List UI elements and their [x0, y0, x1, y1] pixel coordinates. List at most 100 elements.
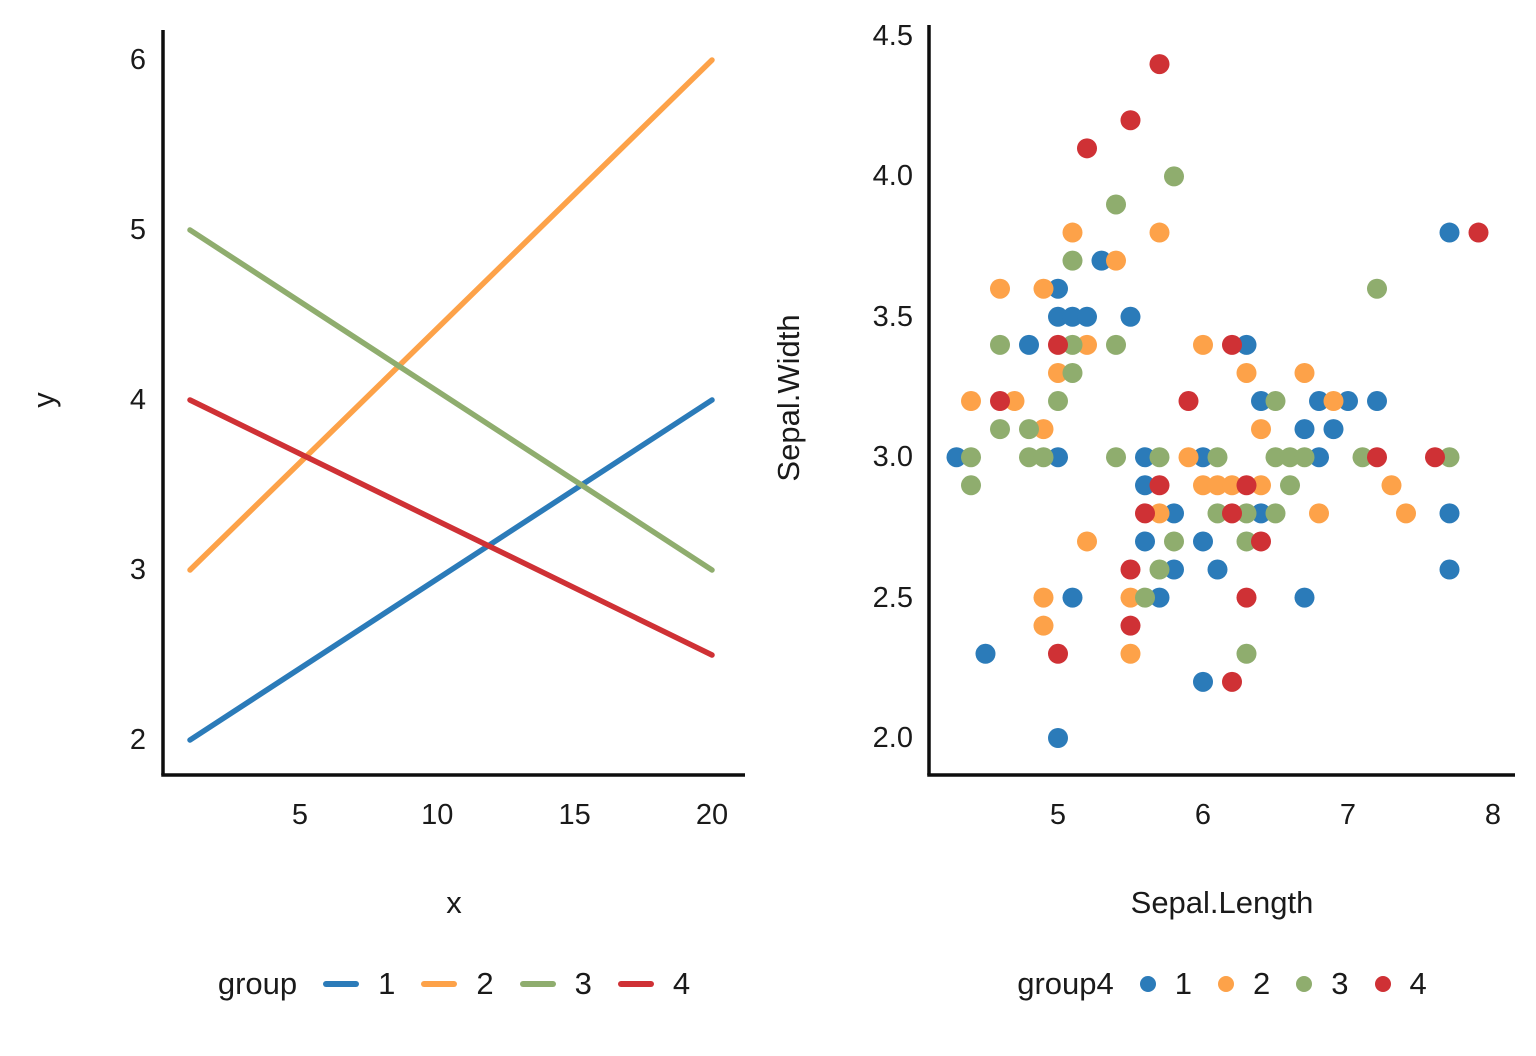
line-chart-legend-label-3: 3 [574, 966, 592, 1001]
line-chart-legend-item-3: 3 [519, 966, 592, 1002]
line-chart-legend-line-swatch-1 [323, 981, 360, 987]
scatter-chart-scatter-point-group-3 [1236, 643, 1257, 664]
scatter-chart-scatter-point-group-4 [1222, 671, 1242, 692]
scatter-chart-scatter-point-group-3 [990, 419, 1010, 440]
scatter-chart-scatter-point-group-1 [1323, 419, 1344, 440]
line-chart-y-tick-label: 2 [129, 724, 146, 756]
scatter-chart-scatter-point-group-1 [1135, 531, 1155, 552]
scatter-chart-scatter-point-group-1 [1193, 671, 1213, 692]
scatter-chart-scatter-point-group-2 [1396, 503, 1416, 524]
scatter-chart-scatter-point-group-4 [1222, 334, 1242, 355]
scatter-chart-scatter-point-group-3 [961, 447, 981, 468]
scatter-chart-scatter-point-group-2 [990, 278, 1010, 299]
scatter-chart-y-tick-label: 4.0 [872, 160, 913, 193]
scatter-chart-scatter-point-group-2 [1062, 222, 1083, 243]
scatter-chart-scatter-point-group-1 [1309, 391, 1329, 412]
scatter-chart-scatter-point-group-2 [1294, 362, 1315, 383]
scatter-chart-legend-label-2: 2 [1253, 966, 1271, 1001]
scatter-chart-scatter-point-group-4 [1120, 615, 1141, 636]
scatter-chart-scatter-point-group-1 [1019, 334, 1039, 355]
scatter-chart-legend-dot-swatch-3 [1296, 976, 1313, 992]
scatter-chart-scatter-point-group-4 [1120, 110, 1141, 131]
scatter-chart-scatter-point-group-3 [1367, 278, 1387, 299]
scatter-chart-scatter-point-group-3 [1106, 194, 1126, 215]
scatter-chart-scatter-point-group-3 [1149, 447, 1170, 468]
scatter-chart-scatter-point-group-2 [1048, 362, 1068, 383]
scatter-chart-legend-label-1: 1 [1174, 966, 1193, 1001]
line-chart-legend-label-2: 2 [476, 966, 494, 1001]
scatter-chart-scatter-point-group-3 [1236, 503, 1257, 524]
line-chart-y-tick-label: 5 [129, 214, 146, 246]
scatter-chart-scatter-point-group-4 [1135, 503, 1155, 524]
scatter-chart-scatter-point-group-2 [1033, 419, 1054, 440]
scatter-chart-scatter-point-group-3 [1062, 334, 1083, 355]
scatter-chart-scatter-point-group-3 [1352, 447, 1373, 468]
scatter-chart-scatter-point-group-4 [1149, 475, 1170, 496]
scatter-chart-legend-item-1: 1 [1139, 966, 1193, 1002]
scatter-chart-legend-item-2: 2 [1218, 966, 1270, 1002]
line-chart-legend-label-4: 4 [672, 966, 691, 1001]
scatter-chart-scatter-point-group-2 [1149, 222, 1170, 243]
scatter-chart-scatter-point-group-4 [1178, 391, 1199, 412]
line-chart-legend-item-1: 1 [323, 966, 395, 1002]
scatter-chart-scatter-point-group-4 [1077, 138, 1097, 159]
scatter-chart-scatter-point-group-3 [1280, 475, 1300, 496]
scatter-chart-scatter-point-group-2 [1077, 531, 1097, 552]
line-chart-legend-item-4: 4 [617, 966, 691, 1002]
line-chart-x-axis-title: x [446, 885, 462, 920]
scatter-chart-scatter-point-group-3 [1164, 531, 1184, 552]
scatter-chart-scatter-point-group-3 [1135, 587, 1155, 608]
scatter-chart-scatter-point-group-1 [1439, 503, 1460, 524]
scatter-chart-scatter-point-group-1 [1048, 447, 1068, 468]
line-chart-x-tick-label: 15 [558, 799, 591, 831]
scatter-chart-scatter-point-group-1 [1193, 447, 1213, 468]
scatter-chart-y-tick-label: 3.5 [872, 300, 913, 333]
scatter-chart-scatter-point-group-3 [1280, 447, 1300, 468]
scatter-chart-scatter-point-group-2 [1193, 475, 1213, 496]
line-chart-line-series-1 [187, 397, 715, 743]
scatter-chart-scatter-point-group-4 [1367, 447, 1387, 468]
scatter-chart-y-tick-label: 3.0 [872, 441, 913, 474]
scatter-chart-scatter-point-group-2 [1033, 615, 1054, 636]
line-chart-y-axis-title: y [26, 392, 61, 408]
scatter-chart-scatter-point-group-1 [1338, 391, 1358, 412]
scatter-chart-scatter-point-group-4 [1236, 587, 1257, 608]
scatter-chart-scatter-point-group-4 [1048, 643, 1068, 664]
scatter-chart-x-tick-label: 6 [1194, 799, 1212, 831]
scatter-chart-scatter-point-group-1 [1439, 222, 1460, 243]
scatter-chart-scatter-point-group-3 [1149, 559, 1170, 580]
scatter-chart-scatter-point-group-1 [1236, 334, 1257, 355]
scatter-chart-scatter-point-group-1 [1048, 728, 1068, 748]
scatter-chart-scatter-point-group-3 [990, 334, 1010, 355]
scatter-chart-scatter-point-group-1 [1135, 447, 1155, 468]
scatter-chart-scatter-point-group-1 [1294, 587, 1315, 608]
scatter-chart-scatter-point-group-2 [1222, 475, 1242, 496]
line-chart-x-tick-label: 20 [695, 799, 729, 831]
scatter-chart-scatter-point-group-2 [1251, 475, 1271, 496]
scatter-chart-scatter-point-group-2 [1033, 278, 1054, 299]
scatter-chart-scatter-point-group-3 [1265, 391, 1286, 412]
scatter-chart-scatter-point-group-2 [1004, 391, 1025, 412]
scatter-chart-scatter-point-group-4 [1149, 54, 1170, 75]
scatter-chart-scatter-point-group-2 [1309, 503, 1329, 524]
line-chart-y-tick-label: 4 [129, 384, 146, 416]
scatter-chart-scatter-point-group-2 [1120, 587, 1141, 608]
scatter-chart-scatter-point-group-1 [1091, 250, 1112, 271]
scatter-chart-scatter-point-group-2 [1120, 643, 1141, 664]
line-chart-legend-label-1: 1 [378, 966, 396, 1001]
scatter-chart-legend-label-3: 3 [1331, 966, 1349, 1001]
scatter-chart-scatter-point-group-2 [1251, 419, 1271, 440]
scatter-chart-scatter-point-group-3 [1106, 334, 1126, 355]
scatter-chart-scatter-point-group-1 [1048, 278, 1068, 299]
scatter-chart-scatter-point-group-2 [961, 391, 981, 412]
scatter-chart-scatter-point-group-1 [975, 643, 996, 664]
scatter-chart-scatter-point-group-4 [1120, 559, 1141, 580]
scatter-chart-scatter-point-group-2 [1323, 391, 1344, 412]
line-chart-x-tick-label: 10 [421, 799, 454, 831]
scatter-chart-scatter-point-group-4 [1425, 447, 1445, 468]
scatter-chart-scatter-point-group-4 [1236, 475, 1257, 496]
scatter-chart-scatter-point-group-1 [1207, 559, 1228, 580]
scatter-chart-legend-item-4: 4 [1374, 966, 1427, 1002]
scatter-chart-scatter-point-group-1 [946, 447, 967, 468]
line-chart-line-series-4 [187, 397, 715, 658]
